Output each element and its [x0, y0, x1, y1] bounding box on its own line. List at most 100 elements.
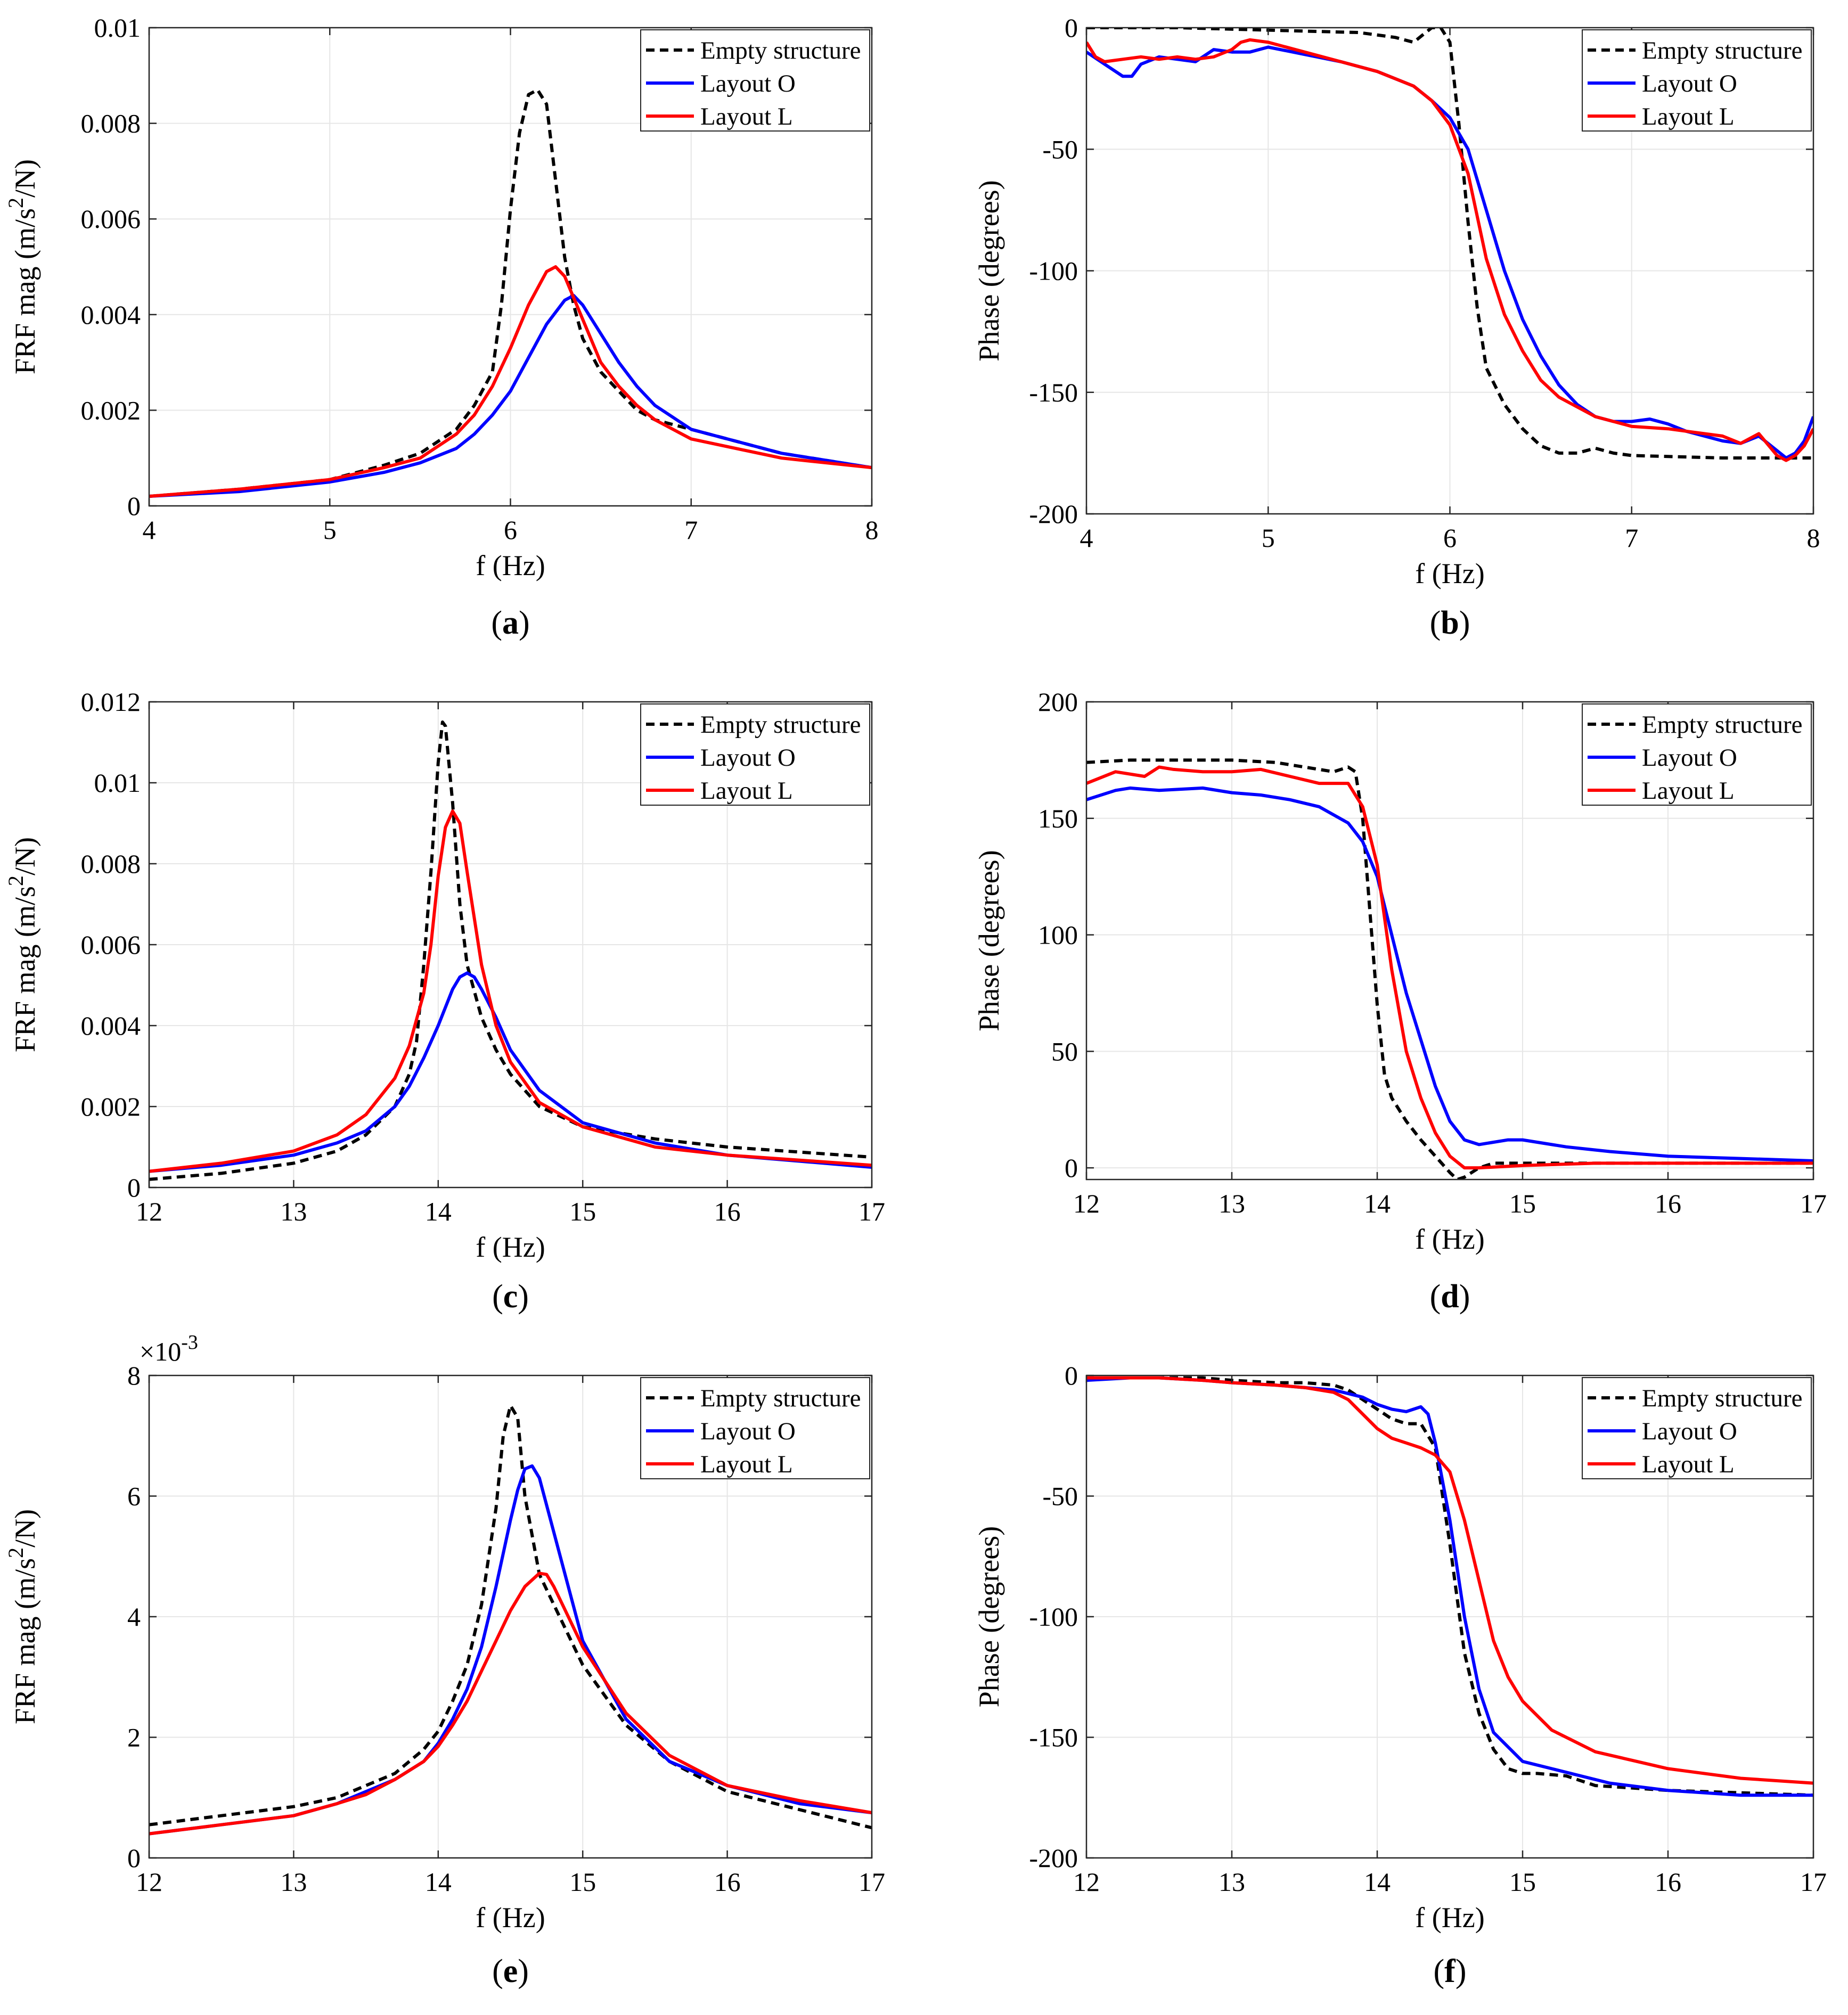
y-tick-label: 50 — [1051, 1036, 1078, 1066]
x-tick-label: 17 — [1800, 1867, 1827, 1897]
y-tick-label: 0.004 — [81, 1011, 141, 1041]
y-tick-label: -200 — [1029, 499, 1078, 529]
legend-entry: Layout L — [700, 1451, 793, 1478]
legend-entry: Layout O — [1642, 744, 1737, 772]
y-tick-label: -100 — [1029, 1602, 1078, 1632]
series-line-layout-o — [149, 971, 872, 1173]
panel-caption: (c) — [492, 1279, 529, 1315]
y-tick-label: -150 — [1029, 1723, 1078, 1752]
chart-panel-e: 12 13 14 15 16 17 0 2 4 6 8×10-3 f (Hz) FRF mag (m/s… — [4, 1331, 885, 1989]
legend-entry: Layout L — [1642, 777, 1735, 805]
y-tick-label: 0.008 — [81, 109, 141, 138]
legend-box — [1582, 1377, 1812, 1479]
legend: Empty structure Layout O Layout L — [640, 1377, 870, 1479]
y-tick-label: -200 — [1029, 1843, 1078, 1873]
y-tick-label: 0.01 — [94, 768, 141, 798]
legend: Empty structure Layout O Layout L — [640, 703, 870, 806]
x-axis-label: f (Hz) — [476, 550, 545, 581]
y-tick-label: 100 — [1038, 920, 1078, 950]
x-tick-label: 16 — [714, 1197, 741, 1226]
y-tick-label: 0.006 — [81, 930, 141, 960]
y-tick-label: -150 — [1029, 378, 1078, 407]
x-tick-label: 14 — [1364, 1189, 1391, 1218]
legend-entry: Layout L — [700, 777, 793, 805]
y-tick-label: -100 — [1029, 256, 1078, 286]
panel-caption: (f) — [1434, 1953, 1467, 1989]
series-line-layout-l — [1086, 1376, 1813, 1785]
x-tick-label: 5 — [323, 515, 337, 545]
x-tick-label: 16 — [1655, 1189, 1681, 1218]
legend-entry: Empty structure — [1642, 1385, 1803, 1412]
y-tick-label: 0.002 — [81, 1092, 141, 1121]
y-tick-label: 0 — [1065, 1361, 1078, 1390]
y-tick-label: 0 — [1065, 13, 1078, 43]
x-tick-label: 14 — [425, 1867, 452, 1897]
series-line-empty-structure — [149, 720, 872, 1181]
chart-panel-b: 4 5 6 7 8 -200 -150 -100 -50 0 f (Hz) Phase (degree… — [973, 13, 1820, 641]
y-axis-label: FRF mag (m/s2/N) — [4, 1509, 41, 1724]
legend-entry: Empty structure — [700, 37, 861, 64]
legend-entry: Layout O — [700, 1418, 796, 1445]
chart-panel-d: 12 13 14 15 16 17 0 50 100 150 200 f (Hz) Phase (deg… — [973, 687, 1827, 1315]
legend-box — [1582, 703, 1812, 806]
x-tick-label: 16 — [1655, 1867, 1681, 1897]
series-line-layout-o — [149, 293, 872, 498]
series-line-layout-o — [1086, 786, 1813, 1162]
legend-box — [640, 703, 870, 806]
x-tick-label: 15 — [1509, 1189, 1536, 1218]
y-axis-label: FRF mag (m/s2/N) — [4, 837, 41, 1052]
y-tick-label: 6 — [127, 1481, 141, 1511]
legend-entry: Layout O — [700, 70, 796, 97]
x-axis-label: f (Hz) — [476, 1231, 545, 1263]
legend-entry: Layout L — [700, 103, 793, 130]
series-line-layout-l — [149, 1571, 872, 1836]
y-tick-label: 0 — [127, 1173, 141, 1202]
series-line-layout-o — [149, 1464, 872, 1836]
legend: Empty structure Layout O Layout L — [1582, 703, 1812, 806]
x-tick-label: 4 — [1080, 523, 1093, 553]
x-tick-label: 8 — [865, 515, 879, 545]
legend-entry: Layout O — [700, 744, 796, 772]
legend-entry: Empty structure — [1642, 37, 1803, 64]
y-axis-label: Phase (degrees) — [973, 850, 1005, 1031]
y-axis-label: Phase (degrees) — [973, 180, 1005, 361]
x-tick-label: 8 — [1807, 523, 1820, 553]
x-tick-label: 12 — [136, 1867, 162, 1897]
x-tick-label: 6 — [1443, 523, 1457, 553]
y-exponent-label: ×10-3 — [140, 1331, 198, 1366]
x-tick-label: 5 — [1262, 523, 1275, 553]
y-tick-label: 8 — [127, 1361, 141, 1390]
x-tick-label: 4 — [143, 515, 156, 545]
legend-entry: Layout O — [1642, 70, 1737, 97]
series-line-empty-structure — [1086, 28, 1813, 460]
x-axis-label: f (Hz) — [1415, 1902, 1484, 1934]
series-line-empty-structure — [1086, 758, 1813, 1179]
y-tick-label: -50 — [1042, 134, 1078, 164]
x-axis-label: f (Hz) — [476, 1902, 545, 1934]
y-tick-label: 0 — [127, 1843, 141, 1873]
y-tick-label: 0.012 — [81, 687, 141, 717]
y-tick-label: 0.01 — [94, 13, 141, 43]
x-tick-label: 14 — [425, 1197, 452, 1226]
chart-panel-f: 12 13 14 15 16 17 -200 -150 -100 -50 0 f (Hz) Phase … — [973, 1361, 1827, 1989]
y-tick-label: 0.002 — [81, 395, 141, 425]
series-line-layout-o — [1086, 45, 1813, 460]
x-tick-label: 6 — [504, 515, 517, 545]
legend-entry: Layout L — [1642, 1451, 1735, 1478]
x-tick-label: 15 — [569, 1867, 596, 1897]
legend-box — [640, 29, 870, 132]
x-tick-label: 13 — [1219, 1189, 1245, 1218]
legend: Empty structure Layout O Layout L — [1582, 29, 1812, 132]
legend-entry: Layout O — [1642, 1418, 1737, 1445]
chart-panel-c: 12 13 14 15 16 17 0 0.002 0.004 0.006 0.008 0.01 0.0… — [4, 687, 885, 1315]
x-tick-label: 12 — [136, 1197, 162, 1226]
x-tick-label: 12 — [1073, 1189, 1100, 1218]
legend-entry: Layout L — [1642, 103, 1735, 130]
x-axis-label: f (Hz) — [1415, 558, 1484, 589]
y-axis-label: FRF mag (m/s2/N) — [4, 159, 41, 374]
panel-caption: (d) — [1430, 1279, 1470, 1315]
y-tick-label: 0 — [1065, 1153, 1078, 1183]
legend-entry: Empty structure — [1642, 711, 1803, 739]
x-tick-label: 13 — [280, 1867, 307, 1897]
